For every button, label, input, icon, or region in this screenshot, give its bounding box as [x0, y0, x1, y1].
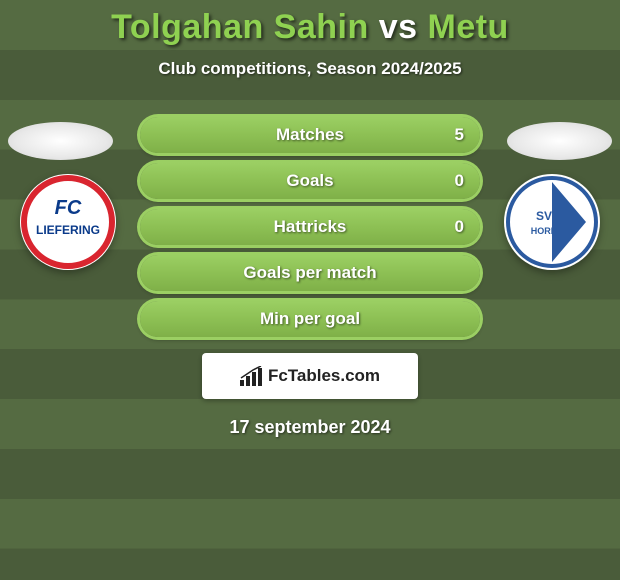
stat-row: Goals per match — [140, 255, 480, 291]
stat-label: Goals — [286, 171, 333, 191]
stat-label: Matches — [276, 125, 344, 145]
title-player2: Metu — [428, 8, 509, 46]
brand-text: FcTables.com — [268, 366, 380, 386]
title-player1: Tolgahan Sahin — [111, 8, 369, 46]
stat-row: Hattricks 0 — [140, 209, 480, 245]
page-title: Tolgahan Sahin vs Metu — [0, 0, 620, 47]
stat-row: Goals 0 — [140, 163, 480, 199]
brand-badge: FcTables.com — [202, 353, 418, 399]
chart-icon — [240, 366, 262, 386]
player2-club-crest: SV HORN — [504, 174, 600, 270]
stat-label: Goals per match — [243, 263, 376, 283]
stat-value-right: 0 — [455, 171, 464, 191]
player2-avatar — [507, 122, 612, 160]
player1-avatar — [8, 122, 113, 160]
stat-label: Min per goal — [260, 309, 360, 329]
crest-left-label: LIEFERING — [36, 223, 100, 237]
stat-row: Min per goal — [140, 301, 480, 337]
stat-value-right: 5 — [455, 125, 464, 145]
svg-text:FC: FC — [55, 197, 82, 219]
title-vs: vs — [379, 8, 418, 46]
stat-label: Hattricks — [274, 217, 347, 237]
crest-right-label: HORN — [531, 226, 558, 236]
stat-value-right: 0 — [455, 217, 464, 237]
date-label: 17 september 2024 — [0, 417, 620, 438]
stat-row: Matches 5 — [140, 117, 480, 153]
player1-club-crest: FC LIEFERING — [20, 174, 116, 270]
subtitle: Club competitions, Season 2024/2025 — [0, 59, 620, 79]
svg-text:SV: SV — [536, 209, 552, 223]
